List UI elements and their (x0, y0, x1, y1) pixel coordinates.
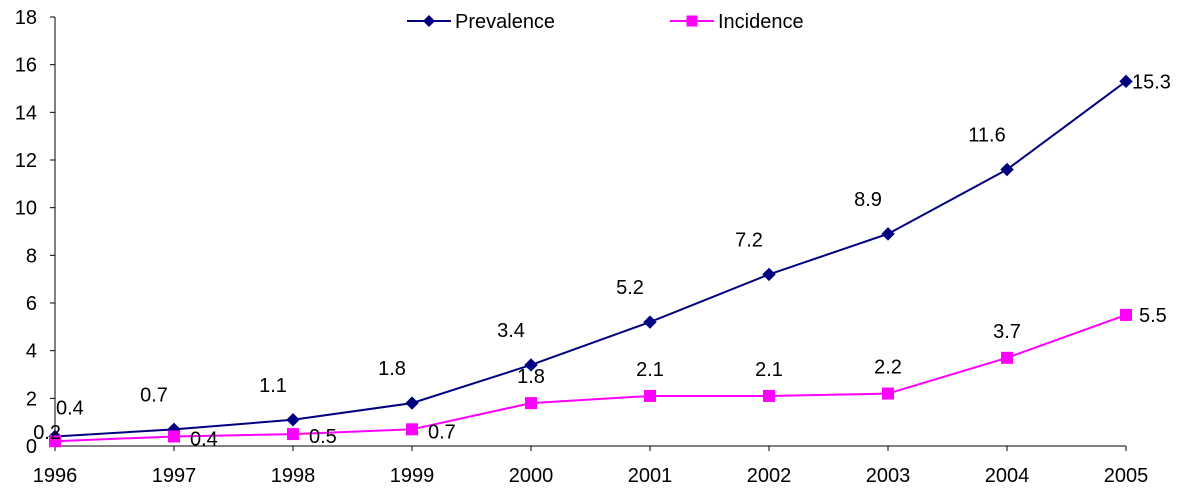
prevalence-point (643, 315, 657, 329)
y-tick-label: 8 (26, 245, 37, 267)
y-tick-label: 4 (26, 341, 37, 363)
legend-marker-square (686, 15, 698, 27)
chart-series (48, 74, 1133, 448)
prevalence-point (286, 413, 300, 427)
y-tick-label: 10 (15, 198, 37, 220)
incidence-point (525, 397, 537, 410)
prevalence-point (1000, 162, 1014, 177)
y-tick-label: 18 (15, 7, 37, 29)
legend-label-incidence: Incidence (718, 11, 804, 33)
prevalence-data-label: 1.8 (378, 358, 406, 380)
x-tick-label: 1996 (33, 465, 78, 487)
chart-axes (54, 17, 1126, 447)
y-tick-label: 2 (26, 388, 37, 410)
prevalence-data-label: 8.9 (854, 189, 882, 211)
prevalence-point (405, 396, 419, 410)
x-tick-label: 2001 (628, 465, 673, 487)
incidence-point (763, 389, 775, 402)
series-line-prevalence (54, 80, 1127, 438)
prevalence-data-label: 15.3 (1132, 71, 1171, 93)
x-tick-label: 2002 (747, 465, 792, 487)
incidence-point (882, 387, 894, 400)
y-tick-label: 16 (15, 55, 37, 77)
incidence-data-label: 2.1 (755, 359, 783, 381)
y-tick-label: 0 (26, 436, 37, 458)
x-tick-label: 1998 (271, 465, 316, 487)
x-tick-label: 2000 (509, 465, 554, 487)
prevalence-data-label: 0.7 (140, 384, 168, 406)
incidence-point (1120, 308, 1132, 321)
legend-label-prevalence: Prevalence (455, 11, 555, 33)
incidence-data-label: 0.2 (33, 422, 61, 444)
y-tick-label: 12 (15, 150, 37, 172)
y-tick-label: 14 (15, 102, 37, 124)
prevalence-point (524, 358, 538, 372)
incidence-point (1001, 351, 1013, 364)
series-line-incidence (54, 313, 1127, 443)
prevalence-point (881, 227, 895, 241)
prevalence-data-label: 7.2 (735, 229, 763, 251)
legend-marker-diamond (423, 15, 435, 27)
incidence-point (644, 389, 656, 402)
x-axis-ticks: 1996 1997 1998 1999 2000 2001 2002 2003 2004 2005 (33, 446, 1149, 487)
x-tick-label: 2004 (985, 465, 1030, 487)
incidence-data-label: 2.1 (636, 359, 664, 381)
incidence-data-label: 2.2 (874, 357, 902, 379)
incidence-data-label: 0.7 (428, 421, 456, 443)
incidence-point (49, 435, 61, 448)
incidence-point (406, 423, 418, 436)
incidence-point (287, 428, 299, 441)
prevalence-point (1119, 74, 1133, 89)
x-tick-label: 2003 (866, 465, 911, 487)
y-tick-label: 6 (26, 293, 37, 315)
incidence-data-label: 0.4 (190, 428, 218, 450)
prevalence-data-label: 1.1 (259, 375, 287, 397)
incidence-data-label: 3.7 (993, 321, 1021, 343)
x-tick-label: 2005 (1104, 465, 1149, 487)
incidence-point (168, 430, 180, 443)
incidence-data-label: 5.5 (1139, 305, 1167, 327)
prevalence-data-label: 0.4 (56, 397, 84, 419)
incidence-data-label: 0.5 (309, 426, 337, 448)
prevalence-data-label: 11.6 (968, 125, 1005, 147)
chart-legend: Prevalence Incidence (407, 11, 804, 33)
x-tick-label: 1999 (390, 465, 435, 487)
prevalence-data-label: 3.4 (497, 320, 525, 342)
y-axis-ticks: 0 2 4 6 8 10 12 14 16 18 (15, 7, 55, 458)
x-tick-label: 1997 (152, 465, 197, 487)
data-labels: 0.4 0.7 1.1 1.8 3.4 5.2 7.2 8.9 11.6 15.3 0.2 0.4 0.… (33, 71, 1171, 450)
prevalence-data-label: 5.2 (616, 277, 644, 299)
incidence-data-label: 1.8 (517, 366, 545, 388)
prevalence-point (762, 267, 776, 282)
